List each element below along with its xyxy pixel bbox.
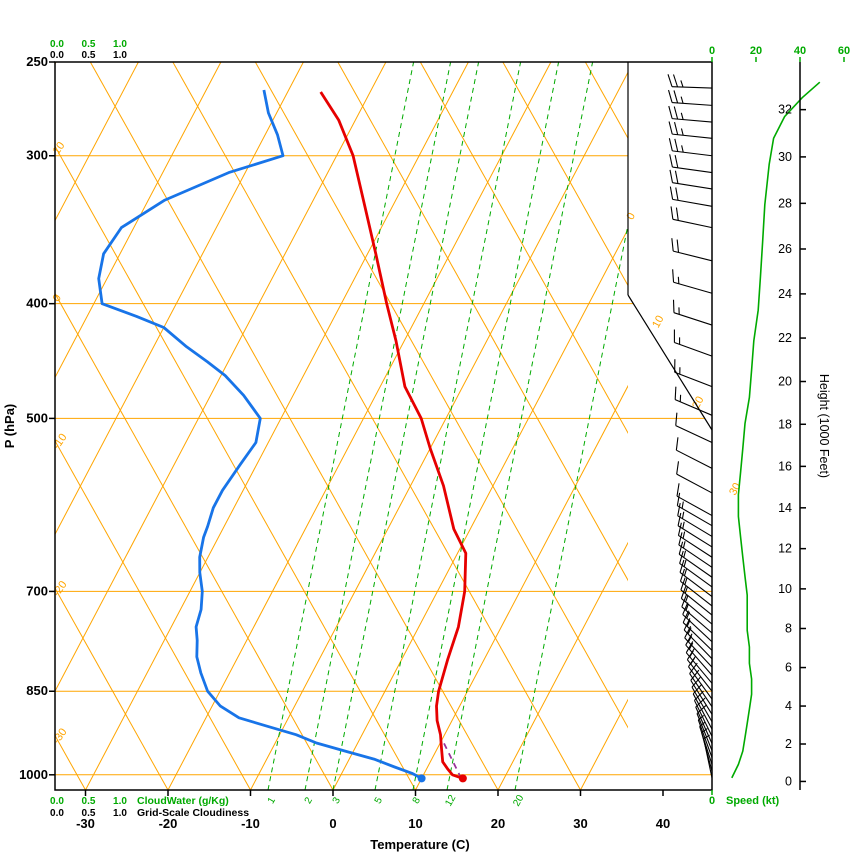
- svg-text:30: 30: [778, 150, 792, 164]
- svg-text:0: 0: [51, 292, 64, 304]
- parcel-trace: [442, 741, 463, 779]
- svg-text:0.0: 0.0: [50, 796, 64, 807]
- svg-text:4: 4: [785, 699, 792, 713]
- svg-text:5: 5: [373, 795, 386, 806]
- svg-text:1.0: 1.0: [113, 50, 127, 61]
- svg-text:300: 300: [26, 148, 48, 163]
- svg-text:3: 3: [331, 795, 344, 806]
- svg-text:250: 250: [26, 54, 48, 69]
- svg-text:Height (1000 Feet): Height (1000 Feet): [817, 374, 831, 478]
- svg-text:40: 40: [656, 816, 670, 831]
- pressure-axis: 250 300 400 500 700 850 1000 P (hPa): [2, 54, 55, 782]
- svg-text:0.0: 0.0: [50, 39, 64, 50]
- svg-text:0.5: 0.5: [82, 39, 96, 50]
- svg-text:60: 60: [838, 45, 850, 57]
- mixing-ratio-lines: 1 2 3 5 8 12 20: [266, 62, 628, 809]
- svg-text:2: 2: [785, 737, 792, 751]
- svg-text:20: 20: [491, 816, 505, 831]
- svg-text:20: 20: [690, 394, 706, 410]
- svg-text:20: 20: [511, 793, 526, 809]
- svg-text:10: 10: [408, 816, 422, 831]
- svg-text:CloudWater (g/Kg): CloudWater (g/Kg): [137, 795, 229, 807]
- svg-text:0: 0: [709, 45, 715, 57]
- svg-text:12: 12: [778, 542, 792, 556]
- svg-text:1.0: 1.0: [113, 808, 127, 819]
- svg-text:850: 850: [26, 683, 48, 698]
- svg-text:0: 0: [329, 816, 336, 831]
- svg-text:20: 20: [778, 375, 792, 389]
- svg-text:22: 22: [778, 331, 792, 345]
- svg-text:28: 28: [778, 196, 792, 210]
- cloud-scales: 0.00.00.00.00.50.50.50.51.01.01.01.0Clou…: [50, 39, 249, 819]
- svg-text:Speed (kt): Speed (kt): [726, 795, 780, 807]
- temperature-axis: -30 -20 -10 0 10 20 30 40 Temperature (C): [76, 790, 670, 852]
- svg-text:8: 8: [785, 621, 792, 635]
- svg-text:0: 0: [785, 774, 792, 788]
- svg-text:P (hPa): P (hPa): [2, 404, 17, 449]
- svg-text:500: 500: [26, 410, 48, 425]
- svg-text:0: 0: [625, 211, 638, 222]
- svg-text:2: 2: [303, 795, 316, 806]
- svg-text:30: 30: [573, 816, 587, 831]
- svg-text:-20: -20: [159, 816, 178, 831]
- svg-text:10: 10: [650, 314, 666, 330]
- svg-text:0.0: 0.0: [50, 808, 64, 819]
- svg-text:0.0: 0.0: [50, 50, 64, 61]
- wind-speed-curve: [731, 81, 821, 779]
- dewpoint-curve: [97, 89, 423, 780]
- surface-temp-dot: [458, 774, 467, 783]
- svg-text:Temperature (C): Temperature (C): [370, 837, 469, 852]
- svg-text:20: 20: [750, 45, 762, 57]
- svg-text:-10: -10: [241, 816, 260, 831]
- svg-text:8: 8: [411, 795, 424, 806]
- svg-text:1000: 1000: [19, 767, 48, 782]
- svg-text:0.5: 0.5: [82, 808, 96, 819]
- svg-text:26: 26: [778, 242, 792, 256]
- svg-text:0.5: 0.5: [82, 50, 96, 61]
- svg-text:40: 40: [794, 45, 806, 57]
- svg-text:12: 12: [443, 793, 458, 809]
- svg-text:0: 0: [709, 795, 715, 807]
- temperature-curve: [319, 91, 468, 780]
- svg-text:10: 10: [778, 582, 792, 596]
- svg-text:16: 16: [778, 459, 792, 473]
- wind-barbs: [667, 62, 713, 790]
- svg-text:6: 6: [785, 661, 792, 675]
- surface-dewpoint-dot: [417, 774, 426, 783]
- svg-text:24: 24: [778, 287, 792, 301]
- speed-axis: 0 20 40 600 Speed (kt): [709, 45, 850, 807]
- svg-text:700: 700: [26, 583, 48, 598]
- svg-text:0.5: 0.5: [82, 796, 96, 807]
- svg-text:1.0: 1.0: [113, 39, 127, 50]
- svg-text:14: 14: [778, 501, 792, 515]
- svg-text:-30: -30: [76, 816, 95, 831]
- svg-text:Grid-Scale Cloudiness: Grid-Scale Cloudiness: [137, 807, 249, 819]
- skew-grid: [55, 62, 628, 790]
- svg-text:400: 400: [26, 296, 48, 311]
- svg-text:1: 1: [266, 795, 279, 806]
- svg-text:1.0: 1.0: [113, 796, 127, 807]
- svg-text:18: 18: [778, 417, 792, 431]
- svg-text:32: 32: [778, 103, 792, 117]
